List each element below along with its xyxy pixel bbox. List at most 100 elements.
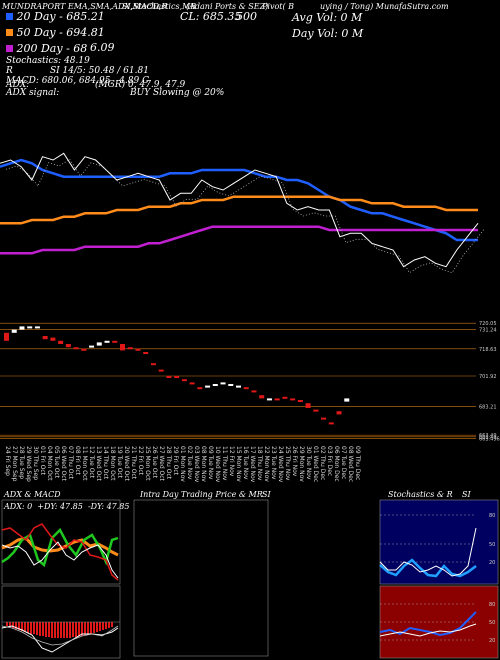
date-tick: 12 Fri Nov — [228, 446, 235, 477]
stoch-title: Stochastics & R — [388, 490, 453, 499]
pivot-label-1: 731.24 — [479, 328, 497, 334]
date-tick: 12 Tue Oct — [88, 446, 95, 479]
title-mid: SI,Stochastics,MR — [122, 2, 197, 11]
macd-bar — [99, 622, 101, 631]
pivot-label-0: 720.05 — [479, 321, 497, 327]
macd-bar — [108, 622, 110, 628]
macd-bar — [90, 622, 92, 634]
candle — [104, 340, 110, 343]
date-tick: 23 Tue Nov — [270, 446, 277, 480]
adx-red-line — [1, 523, 119, 581]
series-line-0 — [0, 158, 478, 242]
date-tick: 28 Tue Sep — [18, 446, 25, 479]
stoch-k-line — [379, 558, 477, 578]
date-tick: 01 Mon Nov — [179, 446, 186, 482]
date-tick: 09 Tue Nov — [207, 446, 214, 480]
candle — [259, 395, 265, 399]
adx-white-line — [1, 541, 119, 579]
candle — [305, 403, 311, 408]
candle — [112, 340, 118, 343]
date-tick: 03 Fri Dec — [326, 446, 333, 476]
macd-bar — [72, 622, 74, 637]
intraday-title-tail: SI — [262, 490, 271, 499]
date-tick: 29 Wed Sep — [25, 446, 32, 482]
date-tick: 22 Fri Oct — [137, 446, 144, 476]
macd-bar — [111, 622, 113, 627]
stoch-level-label-2: 20 — [489, 560, 495, 566]
candle — [228, 384, 234, 386]
candle — [297, 400, 303, 402]
rsi-readout: R SI 14/5: 50.48 / 61.81 — [6, 66, 149, 76]
date-tick: 07 Tue Dec — [340, 446, 347, 479]
date-tick: 01 Fri Oct — [39, 446, 46, 476]
pivot-label-4: 683.21 — [479, 404, 497, 410]
avg-vol: Avg Vol: 0 M — [292, 11, 363, 24]
candle — [328, 422, 334, 425]
candle — [243, 387, 249, 390]
candle — [34, 326, 40, 329]
candle — [27, 326, 33, 329]
date-tick: 05 Tue Oct — [53, 446, 60, 479]
date-tick: 06 Wed Oct — [60, 446, 67, 482]
company-name: (Adani Ports & SEZ) — [186, 2, 269, 11]
macd-bar — [33, 622, 35, 634]
date-tick: 21 Thu Oct — [130, 446, 137, 480]
title-right: Pivot( B — [262, 2, 295, 11]
candle — [127, 347, 133, 350]
close-tail: 500 — [236, 10, 257, 23]
date-tick: 27 Mon Sep — [11, 446, 18, 482]
buy-slowing: BUY Slowing @ 20% — [130, 88, 225, 98]
macd-bar — [36, 622, 38, 635]
rsi-level-label-0: 80 — [489, 602, 495, 608]
date-tick: 25 Mon Oct — [144, 446, 151, 481]
macd-bar — [63, 622, 65, 638]
macd-bar — [48, 622, 50, 637]
macd-bar — [42, 622, 44, 636]
candle — [189, 382, 195, 385]
intraday-title: Intra Day Trading Price & MR — [140, 490, 263, 499]
date-tick: 09 Thu Dec — [354, 446, 361, 480]
macd-bar — [39, 622, 41, 636]
date-tick: 29 Fri Oct — [172, 446, 179, 476]
intraday-panel — [133, 499, 269, 657]
macd-bar — [21, 622, 23, 631]
date-tick: 24 Wed Nov — [277, 446, 284, 483]
macd-bar — [66, 622, 68, 638]
pivot-label-2: 718.63 — [479, 347, 497, 353]
macd-bar — [60, 622, 62, 638]
candle — [336, 411, 342, 415]
date-tick: 13 Wed Oct — [95, 446, 102, 482]
stoch-title-tail: SI — [462, 490, 471, 499]
stoch-level-label-1: 50 — [489, 542, 495, 548]
date-tick: 25 Thu Nov — [284, 446, 291, 481]
date-tick: 29 Mon Nov — [298, 446, 305, 482]
macd-bar — [75, 622, 77, 637]
date-tick: 08 Fri Oct — [74, 446, 81, 476]
date-tick: 28 Thu Oct — [165, 446, 172, 480]
candle — [181, 379, 187, 382]
date-tick: 20 Wed Oct — [123, 446, 130, 482]
macd-bar — [9, 622, 11, 627]
candle — [174, 376, 180, 378]
macd-bar — [102, 622, 104, 630]
sma200-legend: 200 Day - 68 — [6, 42, 87, 55]
series-line-1 — [0, 195, 478, 225]
candle — [58, 340, 64, 344]
ema20-legend: 20 Day - 685.21 — [6, 10, 105, 23]
macd-bar — [105, 622, 107, 629]
date-tick: 02 Thu Dec — [319, 446, 326, 480]
candle — [11, 329, 17, 333]
main-chart-title: MUNDRAPORT EMA,SMA,ADX,MACD,R — [2, 2, 167, 11]
ema20-label: 20 Day - 685.21 — [16, 10, 105, 23]
ema20-swatch — [6, 13, 13, 20]
pivot-label-5: 663.49 — [479, 433, 497, 439]
candle — [19, 326, 25, 330]
date-tick: 11 Thu Nov — [221, 446, 228, 481]
date-tick: 30 Thu Sep — [32, 446, 39, 480]
candle — [313, 409, 319, 412]
rsi-level-label-1: 50 — [489, 620, 495, 626]
macd-bar — [18, 622, 20, 630]
rsi-white-line — [379, 623, 477, 637]
adx-signal: ADX signal: — [6, 88, 60, 98]
macd-bar — [30, 622, 32, 634]
